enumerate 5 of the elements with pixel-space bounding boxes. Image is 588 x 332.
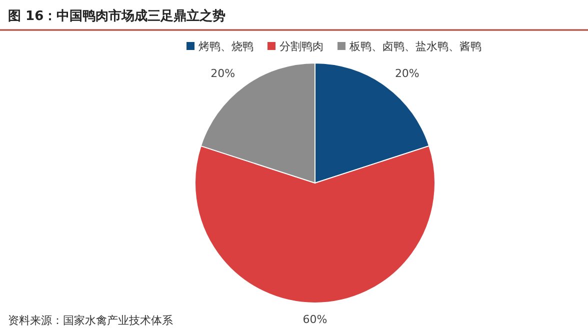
- legend-label: 板鸭、卤鸭、盐水鸭、酱鸭: [348, 40, 482, 53]
- legend-label: 烤鸭、烧鸭: [198, 40, 254, 53]
- annotation: 资料来源：国家水禽产业技术体系: [8, 314, 173, 327]
- legend-label: 分割鸭肉: [280, 40, 324, 53]
- title: 图 16：中国鸭肉市场成三足鼎立之势: [8, 9, 226, 24]
